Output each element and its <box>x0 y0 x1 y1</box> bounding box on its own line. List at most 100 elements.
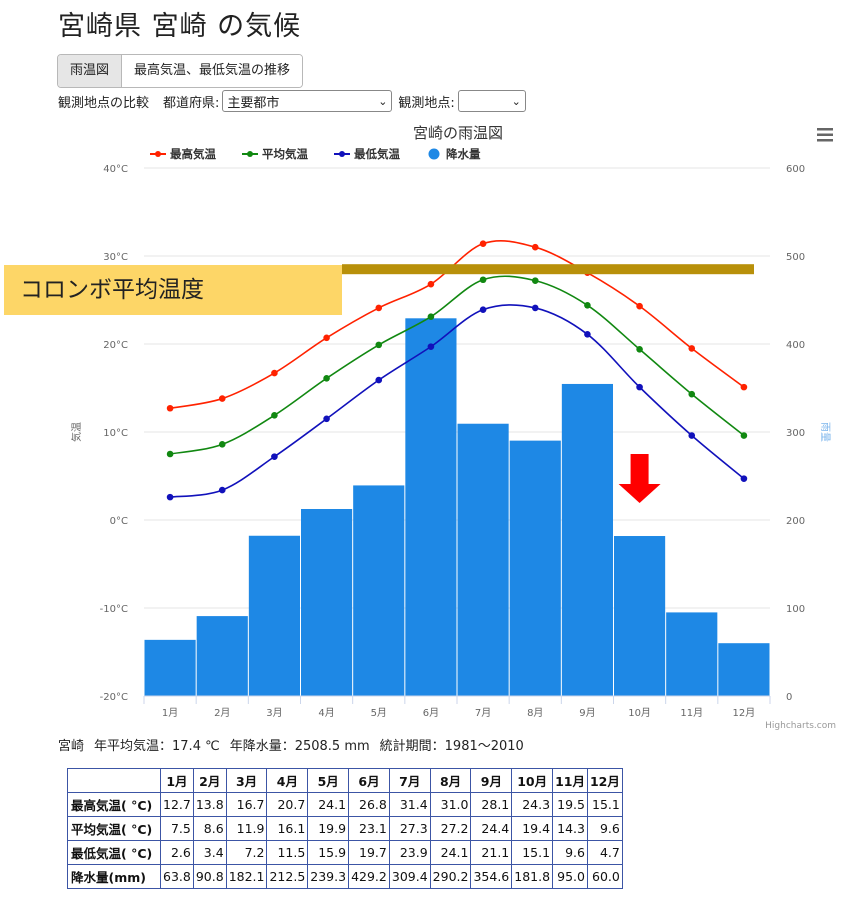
series-point[interactable] <box>218 395 226 402</box>
series-point[interactable] <box>218 486 226 494</box>
series-line-2 <box>169 304 745 498</box>
table-cell: 27.2 <box>429 816 472 841</box>
precip-bar[interactable] <box>353 485 405 696</box>
precip-bar[interactable] <box>718 643 770 696</box>
table-cell: 13.8 <box>192 792 227 817</box>
precip-bar[interactable] <box>248 535 300 696</box>
series-point[interactable] <box>375 376 383 384</box>
legend-item[interactable]: 最高気温 <box>150 147 216 161</box>
series-point[interactable] <box>740 475 748 482</box>
series-point[interactable] <box>271 369 278 377</box>
series-point[interactable] <box>375 341 383 349</box>
series-point[interactable] <box>531 304 539 312</box>
precip-bar[interactable] <box>457 423 509 696</box>
legend-item[interactable]: 平均気温 <box>242 147 308 161</box>
precip-bar[interactable] <box>561 383 613 696</box>
series-point[interactable] <box>323 415 330 423</box>
series-point[interactable] <box>323 334 330 342</box>
series-point[interactable] <box>531 243 539 251</box>
table-cell: 11.9 <box>225 816 268 841</box>
precip-bar[interactable] <box>144 639 196 696</box>
table-cell: 309.4 <box>388 864 431 889</box>
table-month-header: 6月 <box>348 768 390 793</box>
series-point[interactable] <box>479 306 487 313</box>
table-cell: 90.8 <box>192 864 227 889</box>
series-point[interactable] <box>166 450 174 458</box>
x-tick-label: 1月 <box>162 707 178 719</box>
x-tick-label: 6月 <box>423 707 439 719</box>
table-cell: 24.1 <box>307 792 350 817</box>
table-row-label: 最低気温( °C) <box>67 840 161 865</box>
summary-station: 宮崎 <box>58 739 85 754</box>
table-corner-cell <box>67 768 161 793</box>
table-cell: 31.0 <box>429 792 472 817</box>
series-point[interactable] <box>271 411 278 419</box>
legend-label: 平均気温 <box>262 147 308 161</box>
table-cell: 8.6 <box>192 816 227 841</box>
precip-bar[interactable] <box>666 612 718 696</box>
y-right-tick-label: 0 <box>786 692 792 703</box>
table-header-row: 1月 2月 3月 4月 5月 6月 7月 8月 9月 10月 11月 12月 <box>67 768 623 793</box>
precip-bar[interactable] <box>614 536 666 696</box>
series-point[interactable] <box>636 345 643 353</box>
series-point[interactable] <box>688 345 696 352</box>
hamburger-menu-icon[interactable] <box>815 126 835 144</box>
compare-label: 観測地点の比較 <box>58 95 150 111</box>
table-cell: 19.9 <box>307 816 350 841</box>
series-point[interactable] <box>584 301 591 309</box>
precip-bar[interactable] <box>405 318 457 696</box>
legend-label: 最低気温 <box>354 147 400 161</box>
series-point[interactable] <box>636 302 643 310</box>
series-point[interactable] <box>584 331 591 338</box>
y-right-tick-label: 300 <box>786 428 805 439</box>
legend-item[interactable]: 最低気温 <box>334 147 400 161</box>
highcharts-credit[interactable]: Highcharts.com <box>765 721 836 731</box>
legend-item[interactable]: 降水量 <box>428 147 481 161</box>
table-cell: 7.5 <box>160 816 194 841</box>
x-tick-label: 5月 <box>371 707 387 719</box>
table-cell: 354.6 <box>470 864 513 889</box>
series-point[interactable] <box>479 240 487 247</box>
legend-label: 最高気温 <box>170 147 216 161</box>
table-cell: 181.8 <box>511 864 554 889</box>
series-point[interactable] <box>427 280 435 288</box>
series-point[interactable] <box>323 375 330 382</box>
station-select[interactable]: ⌄ <box>457 90 526 112</box>
colombo-average-temp-label: コロンボ平均温度 <box>4 265 342 315</box>
table-cell: 16.1 <box>266 816 309 841</box>
series-point[interactable] <box>427 313 435 321</box>
station-label: 観測地点: <box>398 95 455 111</box>
x-tick-label: 7月 <box>475 707 491 719</box>
series-point[interactable] <box>688 432 696 439</box>
y-left-axis-label: 気温 <box>70 422 83 442</box>
x-tick-label: 12月 <box>733 707 756 719</box>
series-point[interactable] <box>271 453 278 460</box>
precip-bar[interactable] <box>196 616 248 696</box>
table-month-header: 3月 <box>225 768 268 793</box>
table-month-header: 4月 <box>266 768 309 793</box>
series-point[interactable] <box>427 343 435 350</box>
series-point[interactable] <box>688 390 696 398</box>
precip-bar[interactable] <box>301 509 353 696</box>
chart-tab-group: 雨温図 最高気温、最低気温の推移 <box>57 54 304 88</box>
tab-rain-temp-chart[interactable]: 雨温図 <box>58 55 123 87</box>
series-point[interactable] <box>740 383 748 391</box>
series-point[interactable] <box>740 432 748 439</box>
series-point[interactable] <box>375 304 383 312</box>
table-cell: 2.6 <box>160 840 194 865</box>
series-point[interactable] <box>166 404 174 412</box>
table-row: 降水量(mm) 63.8 90.8 182.1 212.5 239.3 429.2 309.4… <box>67 864 623 889</box>
precip-bar[interactable] <box>509 440 561 696</box>
series-point[interactable] <box>479 276 487 284</box>
prefecture-select[interactable]: 主要都市 ⌄ <box>222 90 393 112</box>
tab-max-min-temp-trend[interactable]: 最高気温、最低気温の推移 <box>122 55 303 87</box>
x-tick-label: 9月 <box>579 707 595 719</box>
series-point[interactable] <box>166 493 174 501</box>
table-row-label: 平均気温( °C) <box>67 816 161 841</box>
series-point[interactable] <box>531 277 539 284</box>
table-cell: 21.1 <box>470 840 513 865</box>
table-cell: 31.4 <box>388 792 431 817</box>
summary-avg-temp: 年平均気温：17.4 ℃ <box>94 739 220 754</box>
series-point[interactable] <box>218 441 226 448</box>
series-point[interactable] <box>636 383 643 391</box>
